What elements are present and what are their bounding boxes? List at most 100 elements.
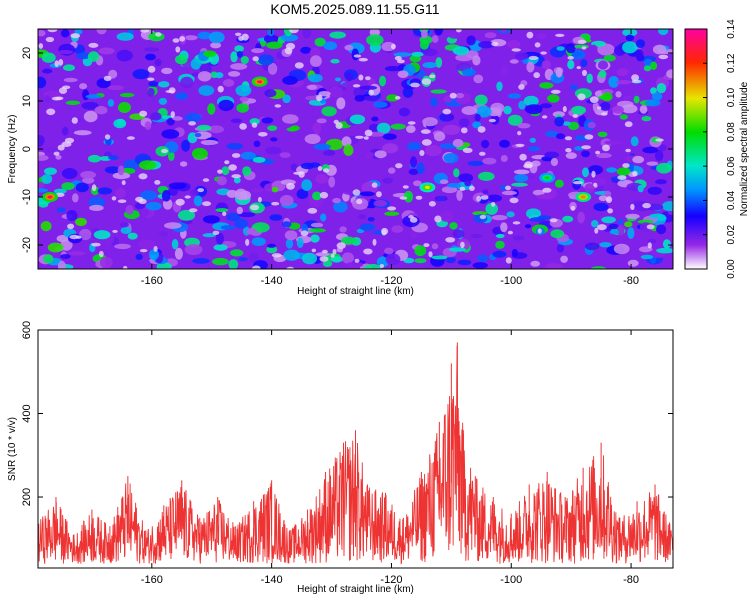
- heatmap-blob: [666, 69, 673, 79]
- heatmap-blob: [82, 177, 95, 184]
- heatmap-blob: [410, 156, 417, 168]
- heatmap-blob: [321, 106, 337, 117]
- heatmap-peak: [424, 185, 430, 189]
- heatmap-blob: [354, 95, 365, 102]
- heatmap-blob: [174, 247, 183, 260]
- heatmap-blob: [83, 110, 98, 123]
- heatmap-blob: [75, 217, 87, 227]
- heatmap-blob: [190, 189, 199, 196]
- heatmap-blob: [300, 162, 315, 170]
- heatmap-blob: [434, 29, 443, 36]
- heatmap-blob: [116, 49, 133, 62]
- snr-xlabel: Height of straight line (km): [297, 584, 414, 595]
- heatmap-blob: [80, 171, 96, 179]
- heatmap-gap: [69, 234, 79, 240]
- heatmap-blob: [315, 252, 330, 257]
- heatmap-blob: [619, 114, 628, 120]
- heatmap-blob: [266, 41, 283, 49]
- heatmap-blob: [616, 80, 632, 85]
- heatmap-blob: [517, 123, 531, 129]
- heatmap-blob: [120, 92, 135, 98]
- heatmap-blob: [81, 101, 99, 110]
- heatmap-blob: [616, 68, 629, 77]
- heatmap-gap: [363, 248, 373, 255]
- heatmap-gap: [91, 242, 101, 247]
- heatmap-gap: [311, 248, 316, 253]
- heatmap-blob: [198, 85, 215, 96]
- heatmap-blob: [251, 188, 264, 193]
- heatmap-blob: [662, 201, 673, 212]
- heatmap-blob: [44, 95, 51, 103]
- heatmap-blob: [491, 214, 508, 221]
- heatmap-gap: [488, 118, 496, 123]
- heatmap-blob: [218, 99, 234, 112]
- heatmap-blob: [360, 96, 379, 101]
- heatmap-gap: [179, 36, 186, 42]
- heatmap-blob: [623, 95, 632, 100]
- heatmap-blob: [393, 52, 412, 57]
- heatmap-blob: [455, 92, 465, 99]
- heatmap-blob: [145, 201, 162, 211]
- heatmap-gap: [456, 29, 462, 33]
- heatmap-gap: [188, 121, 197, 126]
- heatmap-blob: [158, 231, 169, 237]
- heatmap-blob: [637, 219, 654, 224]
- heatmap-blob: [47, 242, 64, 253]
- heatmap-gap: [286, 266, 295, 269]
- heatmap-blob: [314, 37, 326, 47]
- heatmap-blob: [330, 58, 340, 64]
- heatmap-blob: [562, 121, 571, 126]
- heatmap-blob: [472, 211, 488, 216]
- heatmap-blob: [251, 237, 266, 247]
- heatmap-blob: [87, 154, 101, 163]
- heatmap-blob: [581, 150, 590, 158]
- heatmap-blob: [300, 46, 312, 54]
- heatmap-gap: [415, 195, 423, 200]
- heatmap-gap: [257, 196, 262, 203]
- heatmap-blob: [98, 47, 115, 55]
- heatmap-blob: [439, 210, 454, 222]
- heatmap-blob: [373, 101, 388, 108]
- heatmap-gap: [168, 87, 176, 94]
- heatmap-gap: [594, 227, 599, 234]
- heatmap-blob: [449, 247, 467, 252]
- heatmap-blob: [485, 202, 499, 215]
- heatmap-blob: [290, 125, 300, 131]
- heatmap-blob: [625, 34, 635, 42]
- heatmap-blob: [554, 116, 565, 127]
- heatmap-gap: [352, 84, 361, 88]
- heatmap-blob: [587, 121, 596, 129]
- heatmap-gap: [511, 48, 521, 52]
- heatmap-gap: [332, 249, 337, 255]
- heatmap-blob: [242, 166, 252, 177]
- heatmap-blob: [574, 146, 584, 151]
- heatmap-blob: [649, 213, 666, 219]
- heatmap-gap: [381, 229, 387, 236]
- colorbar-tick-label: 0.02: [726, 225, 737, 245]
- heatmap-blob: [38, 188, 49, 193]
- heatmap-ytick-label: 10: [21, 95, 33, 107]
- heatmap-blob: [177, 209, 196, 221]
- heatmap-blob: [386, 94, 399, 102]
- heatmap-blob: [202, 233, 216, 238]
- heatmap-blob: [448, 31, 462, 39]
- heatmap-blob: [226, 189, 238, 198]
- heatmap-gap: [140, 29, 150, 33]
- heatmap-blob: [190, 58, 202, 70]
- heatmap-gap: [335, 122, 343, 129]
- heatmap-gap: [319, 191, 329, 199]
- colorbar-tick-label: 0.08: [726, 122, 737, 142]
- heatmap-gap: [528, 55, 539, 60]
- heatmap-gap: [323, 168, 330, 173]
- heatmap-gap: [428, 201, 436, 207]
- heatmap-blob: [320, 213, 327, 222]
- heatmap-blob: [116, 32, 134, 41]
- heatmap-blob: [397, 70, 409, 78]
- heatmap-blob: [416, 162, 425, 175]
- heatmap-blob: [85, 94, 102, 99]
- snr-ytick-label: 600: [21, 321, 33, 339]
- heatmap-blob: [238, 257, 248, 262]
- heatmap-blob: [41, 52, 56, 63]
- heatmap-blob: [240, 151, 256, 160]
